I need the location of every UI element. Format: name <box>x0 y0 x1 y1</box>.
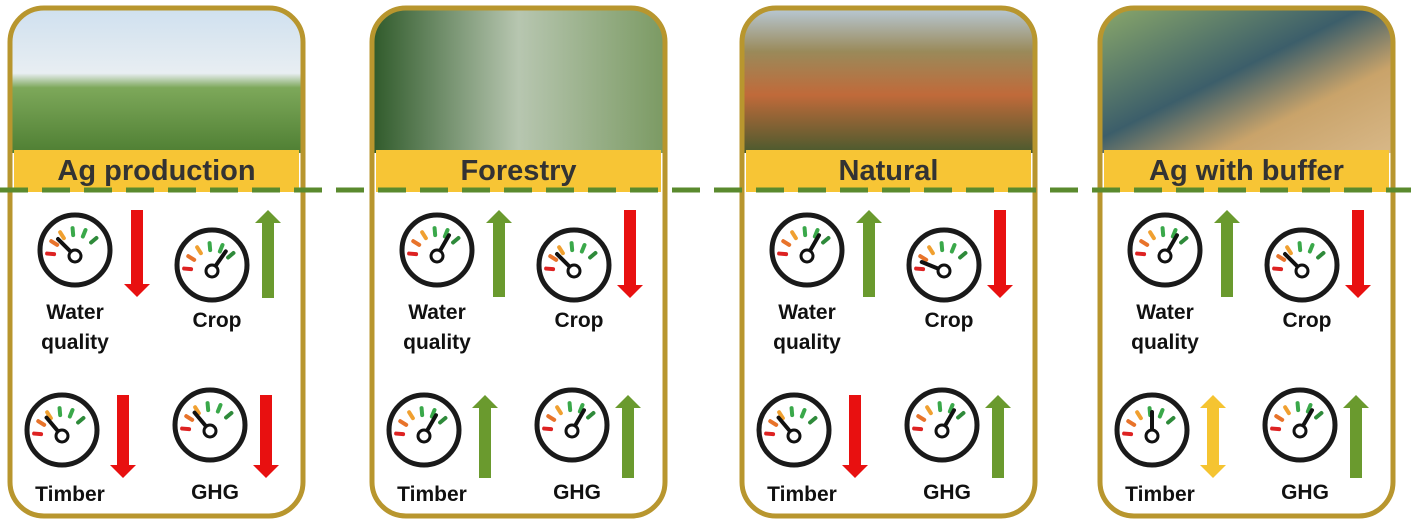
gauge-tick <box>73 228 74 235</box>
gauge-tick <box>34 434 41 435</box>
indicator-label: GHG <box>892 478 1002 508</box>
gauge-tick <box>70 410 73 416</box>
gauge-tick <box>766 434 773 435</box>
gauge-hub <box>1146 430 1158 442</box>
gauge-tick <box>435 228 436 235</box>
gauge-tick <box>83 230 86 236</box>
indicator-label: GHG <box>1250 478 1360 508</box>
drawing <box>0 0 1411 523</box>
gauge-hub <box>69 250 81 262</box>
photo <box>742 8 1035 153</box>
panel-title: Natural <box>742 150 1035 192</box>
gauge-hub <box>801 250 813 262</box>
gauge-tick <box>47 254 54 255</box>
indicator-label: Timber <box>747 480 857 510</box>
gauge-tick <box>184 269 191 270</box>
gauge-tick <box>805 228 806 235</box>
gauge-hub <box>936 425 948 437</box>
gauge-tick <box>182 429 189 430</box>
photo <box>1100 8 1393 153</box>
indicator-label: Crop <box>894 306 1004 336</box>
gauge-tick <box>1272 429 1279 430</box>
indicator-label: GHG <box>522 478 632 508</box>
gauge-tick <box>914 429 921 430</box>
indicator-label: Timber <box>15 480 125 510</box>
gauge-tick <box>544 429 551 430</box>
gauge-hub <box>431 250 443 262</box>
gauge-tick <box>1298 403 1299 410</box>
photo <box>10 8 303 153</box>
gauge-tick <box>409 254 416 255</box>
infographic: Ag production Water quality Crop Timber GHG F… <box>0 0 1411 523</box>
gauge-tick <box>572 243 573 250</box>
panel-title: Ag with buffer <box>1100 150 1393 192</box>
gauge-hub <box>204 425 216 437</box>
gauge-tick <box>792 408 793 415</box>
indicator-label: Water quality <box>382 298 492 358</box>
gauge-tick <box>802 410 805 416</box>
gauge-tick <box>210 243 211 250</box>
gauge-tick <box>396 434 403 435</box>
gauge-hub <box>418 430 430 442</box>
indicator-label: Water quality <box>1110 298 1220 358</box>
gauge-hub <box>568 265 580 277</box>
gauge-tick <box>1310 245 1313 251</box>
gauge-tick <box>220 245 223 251</box>
gauge-tick <box>208 403 209 410</box>
panel-title: Forestry <box>372 150 665 192</box>
photo <box>372 8 665 153</box>
gauge-tick <box>422 408 423 415</box>
gauge-hub <box>1296 265 1308 277</box>
gauge-hub <box>56 430 68 442</box>
gauge-tick <box>1300 243 1301 250</box>
gauge-tick <box>952 245 955 251</box>
indicator-label: Water quality <box>752 298 862 358</box>
gauge-tick <box>60 408 61 415</box>
gauge-tick <box>779 254 786 255</box>
gauge-hub <box>566 425 578 437</box>
gauge-tick <box>942 243 943 250</box>
gauge-tick <box>1274 269 1281 270</box>
gauge-hub <box>938 265 950 277</box>
gauge-tick <box>570 403 571 410</box>
gauge-tick <box>1137 254 1144 255</box>
panel-title: Ag production <box>10 150 303 192</box>
gauge-tick <box>940 403 941 410</box>
indicator-label: Timber <box>377 480 487 510</box>
indicator-label: Timber <box>1105 480 1215 510</box>
gauge-hub <box>206 265 218 277</box>
gauge-hub <box>1294 425 1306 437</box>
gauge-hub <box>788 430 800 442</box>
gauge-hub <box>1159 250 1171 262</box>
gauge-tick <box>916 269 923 270</box>
gauge-tick <box>218 405 221 411</box>
gauge-tick <box>546 269 553 270</box>
gauge-tick <box>1160 410 1163 416</box>
indicator-label: Crop <box>1252 306 1362 336</box>
gauge-tick <box>582 245 585 251</box>
indicator-label: Water quality <box>20 298 130 358</box>
indicator-label: Crop <box>162 306 272 336</box>
gauge-tick <box>1163 228 1164 235</box>
indicator-label: Crop <box>524 306 634 336</box>
indicator-label: GHG <box>160 478 270 508</box>
gauge-tick <box>1124 434 1131 435</box>
